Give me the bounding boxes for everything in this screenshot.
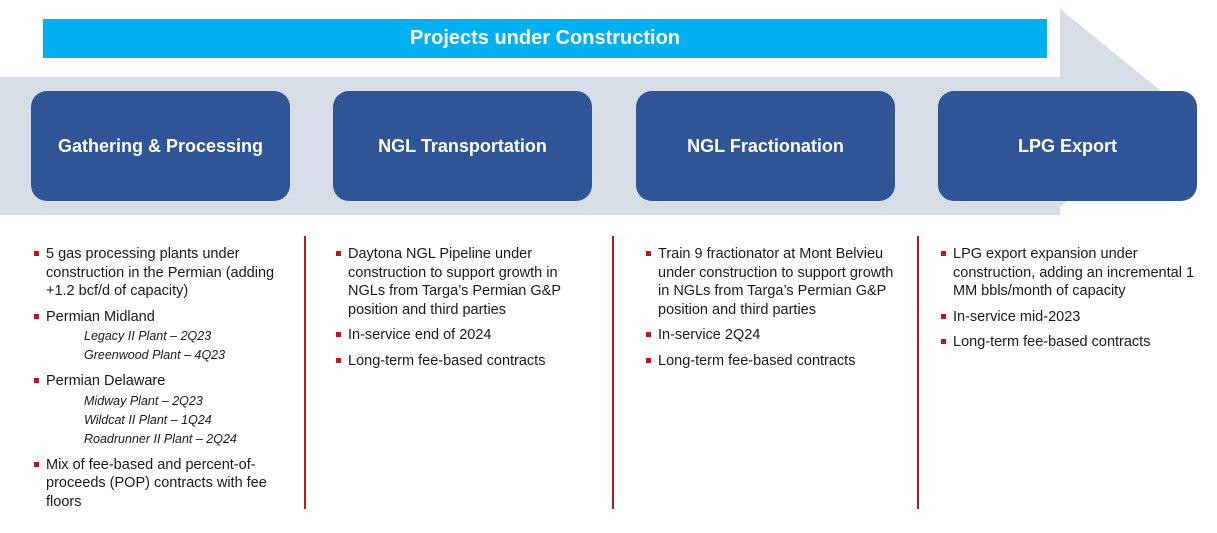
column-divider: [304, 236, 306, 509]
plant-item: Legacy II Plant – 2Q23: [84, 329, 212, 343]
bullet-item: Long-term fee-based contracts: [940, 333, 1202, 352]
column-divider: [612, 236, 614, 509]
bullet-item: Permian Midland Legacy II Plant – 2Q23 G…: [33, 308, 295, 366]
column-gathering-processing: 5 gas processing plants under constructi…: [33, 245, 295, 518]
stage-ngl-transportation: NGL Transportation: [333, 91, 592, 201]
column-divider: [917, 236, 919, 509]
bullet-text: Long-term fee-based contracts: [953, 334, 1151, 350]
column-ngl-transportation: Daytona NGL Pipeline under construction …: [335, 245, 595, 377]
bullet-text: 5 gas processing plants under constructi…: [46, 246, 275, 299]
bullet-text: In-service mid-2023: [953, 308, 1081, 325]
bullet-item: Train 9 fractionator at Mont Belvieu und…: [645, 245, 905, 319]
bullet-text: Train 9 fractionator at Mont Belvieu und…: [658, 246, 894, 318]
stage-ngl-fractionation: NGL Fractionation: [636, 91, 895, 201]
bullet-item: 5 gas processing plants under constructi…: [33, 245, 295, 301]
bullet-item: Permian Delaware Midway Plant – 2Q23 Wil…: [33, 372, 295, 449]
bullet-item: Long-term fee-based contracts: [335, 352, 595, 371]
bullet-item: In-service mid-2023: [940, 308, 1202, 327]
bullet-text: Permian Delaware: [46, 373, 166, 389]
stage-lpg-export: LPG Export: [938, 91, 1197, 201]
bullet-text: In-service 2Q24: [658, 327, 761, 343]
plant-item: Roadrunner II Plant – 2Q24: [84, 431, 237, 446]
bullet-item: Long-term fee-based contracts: [645, 352, 905, 371]
column-ngl-fractionation: Train 9 fractionator at Mont Belvieu und…: [645, 245, 905, 377]
bullet-item: In-service end of 2024: [335, 326, 595, 345]
banner-title: Projects under Construction: [43, 19, 1047, 58]
bullet-item: In-service 2Q24: [645, 326, 905, 345]
plant-item: Midway Plant – 2Q23: [84, 393, 203, 408]
bullet-text: Long-term fee-based contracts: [658, 352, 856, 369]
bullet-text: Mix of fee-based and percent-of-proceeds…: [46, 456, 267, 510]
stage-gathering-processing: Gathering & Processing: [31, 91, 290, 201]
bullet-text: LPG export expansion under construction,…: [953, 246, 1195, 299]
bullet-item: Daytona NGL Pipeline under construction …: [335, 245, 595, 319]
bullet-item: LPG export expansion under construction,…: [940, 245, 1202, 301]
plant-item: Wildcat II Plant – 1Q24: [84, 412, 212, 427]
column-lpg-export: LPG export expansion under construction,…: [940, 245, 1202, 359]
bullet-text: Daytona NGL Pipeline under construction …: [348, 246, 561, 318]
bullet-item: Mix of fee-based and percent-of-proceeds…: [33, 456, 295, 512]
plant-item: Greenwood Plant – 4Q23: [84, 348, 226, 362]
bullet-text: Permian Midland: [46, 308, 155, 325]
bullet-text: In-service end of 2024: [348, 327, 492, 343]
bullet-text: Long-term fee-based contracts: [348, 352, 546, 369]
